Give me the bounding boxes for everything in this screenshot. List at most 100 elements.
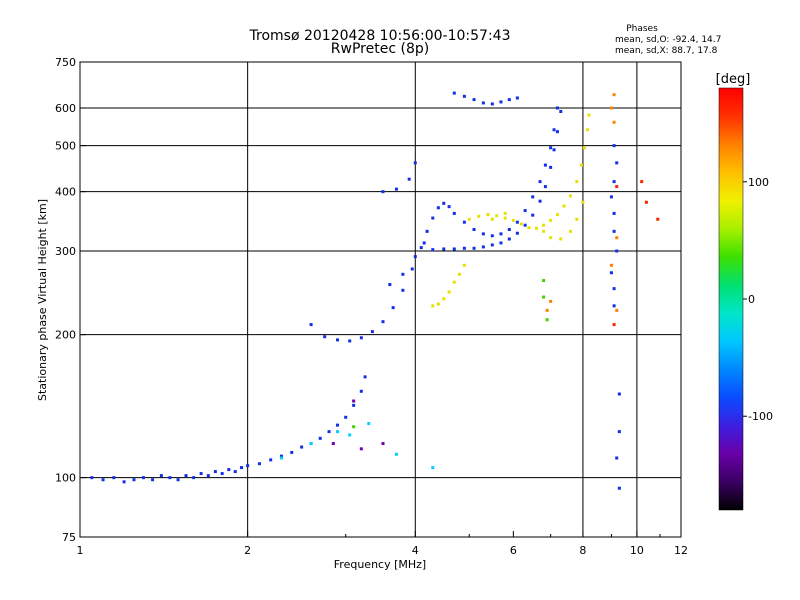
- plot-area: [79, 61, 682, 538]
- data-point-s2: [367, 422, 371, 426]
- data-point-s0: [90, 476, 94, 480]
- data-point-s0: [472, 246, 476, 250]
- data-point-s2: [309, 442, 313, 446]
- data-point-s0: [391, 306, 395, 310]
- phases-line-x: mean, sd,X: 88.7, 17.8: [615, 46, 718, 56]
- data-point-s0: [531, 213, 535, 217]
- data-point-s0: [462, 94, 466, 98]
- data-point-s5: [545, 308, 549, 312]
- data-point-s0: [151, 478, 155, 482]
- data-point-s0: [481, 232, 485, 236]
- data-point-s0: [300, 445, 304, 449]
- data-point-s0: [410, 267, 414, 271]
- chart-subtitle: RwPretec (8p): [331, 41, 429, 57]
- data-point-s1: [477, 214, 481, 218]
- data-point-s0: [381, 320, 385, 324]
- data-point-s1: [575, 180, 579, 184]
- data-point-s1: [559, 237, 563, 241]
- data-point-s1: [575, 217, 579, 221]
- data-point-s1: [569, 194, 573, 198]
- data-point-s0: [425, 229, 429, 233]
- data-point-s0: [257, 462, 261, 466]
- colorbar-gradient: [718, 87, 744, 511]
- data-point-s0: [615, 161, 619, 165]
- data-point-s0: [442, 247, 446, 251]
- data-point-s0: [499, 232, 503, 236]
- gridlines: [80, 62, 681, 537]
- data-point-s1: [569, 229, 573, 233]
- data-point-s0: [363, 375, 367, 379]
- data-point-s0: [612, 144, 616, 148]
- data-point-s0: [422, 241, 426, 245]
- data-point-s1: [447, 290, 451, 294]
- data-point-s0: [490, 102, 494, 106]
- data-point-s1: [542, 229, 546, 233]
- data-point-s0: [523, 209, 527, 213]
- data-point-s0: [227, 468, 231, 472]
- data-point-s0: [381, 190, 385, 194]
- data-point-s5: [612, 93, 616, 97]
- data-point-s0: [559, 109, 563, 113]
- data-point-s1: [462, 263, 466, 267]
- data-point-s0: [168, 476, 172, 480]
- data-point-s0: [472, 98, 476, 102]
- data-point-s1: [549, 218, 553, 222]
- y-axis: 75 100 200 300 400 500 600 750: [55, 56, 86, 544]
- data-point-s0: [220, 472, 224, 476]
- data-point-s0: [199, 472, 203, 476]
- data-point-s0: [612, 180, 616, 184]
- data-point-s0: [419, 246, 423, 250]
- data-point-s0: [431, 216, 435, 220]
- data-point-s0: [401, 272, 405, 276]
- data-point-s0: [543, 185, 547, 189]
- data-point-s1: [495, 214, 499, 218]
- data-point-s3: [352, 399, 356, 403]
- data-point-s1: [467, 217, 471, 221]
- data-point-s6: [612, 323, 616, 327]
- data-point-s0: [309, 323, 313, 327]
- data-point-s0: [246, 464, 250, 468]
- data-point-s0: [481, 101, 485, 105]
- data-point-s0: [538, 180, 542, 184]
- data-point-s0: [141, 476, 145, 480]
- data-point-s0: [184, 474, 188, 478]
- data-point-s0: [213, 470, 217, 474]
- data-point-s0: [442, 201, 446, 205]
- data-point-s1: [579, 163, 583, 167]
- x-tick-label: 6: [510, 544, 517, 557]
- x-tick-label: 1: [77, 544, 84, 557]
- y-tick-label: 400: [55, 186, 76, 199]
- y-tick-label: 100: [55, 472, 76, 485]
- data-point-s5: [612, 120, 616, 124]
- x-tick-label: 8: [579, 544, 586, 557]
- data-point-s0: [612, 211, 616, 215]
- data-point-s1: [542, 223, 546, 227]
- data-point-s4: [352, 425, 356, 429]
- data-point-s6: [640, 180, 644, 184]
- data-point-s0: [413, 255, 417, 259]
- data-point-s5: [609, 263, 613, 267]
- data-point-s0: [612, 304, 616, 308]
- data-point-s0: [206, 474, 210, 478]
- data-point-s0: [452, 91, 456, 95]
- data-point-s1: [555, 213, 559, 217]
- data-point-s0: [490, 234, 494, 238]
- data-point-s1: [581, 200, 585, 204]
- x-tick-label: 2: [244, 544, 251, 557]
- data-point-s0: [515, 96, 519, 100]
- data-point-s6: [615, 185, 619, 189]
- y-tick-label: 750: [55, 56, 76, 69]
- data-point-s1: [511, 218, 515, 222]
- data-point-s5: [615, 308, 619, 312]
- colorbar-tick-label: 100: [748, 176, 769, 189]
- data-point-s0: [549, 146, 553, 150]
- data-point-s0: [552, 148, 556, 152]
- data-point-s0: [612, 287, 616, 291]
- colorbar-ticks: 100 0 -100: [743, 176, 773, 423]
- data-point-s0: [394, 187, 398, 191]
- data-point-s0: [515, 220, 519, 224]
- data-point-s0: [344, 415, 348, 419]
- data-point-s0: [159, 474, 163, 478]
- data-point-s0: [401, 288, 405, 292]
